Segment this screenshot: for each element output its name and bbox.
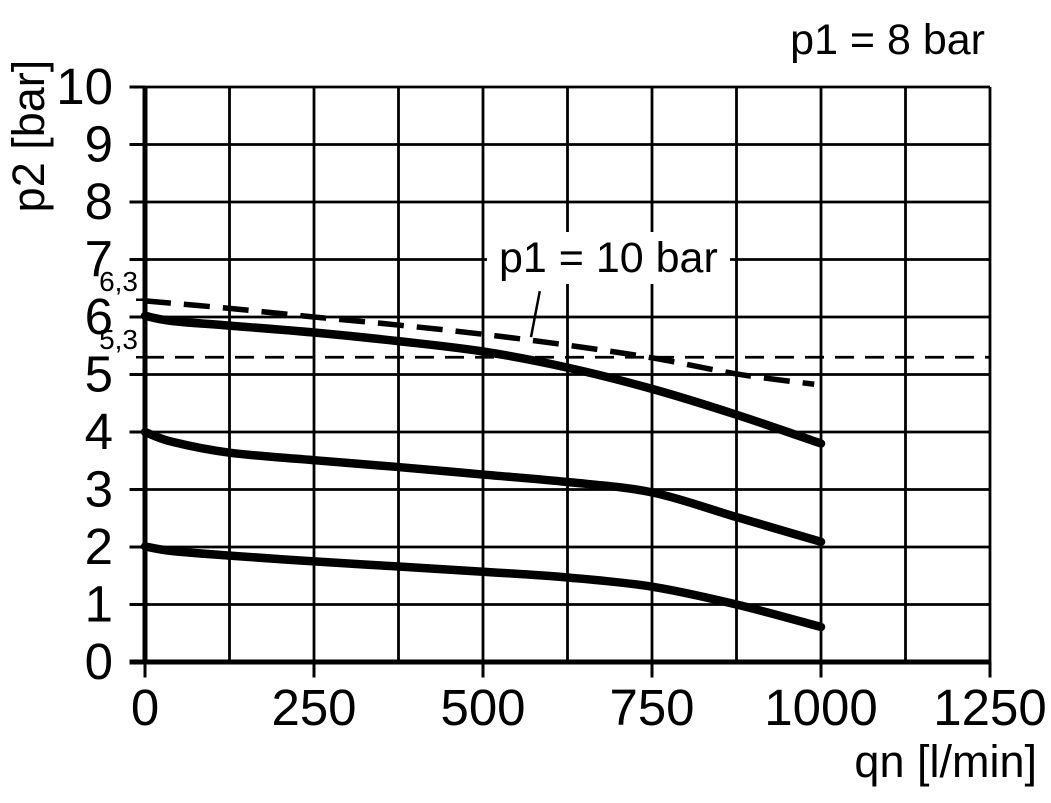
y-tick-label: 5 — [85, 346, 113, 403]
x-tick-label: 250 — [271, 679, 356, 736]
y-tick-label-6-3: 6,3 — [99, 266, 138, 297]
x-axis-title: qn [l/min] — [854, 736, 1037, 787]
annotation-p1-8bar: p1 = 8 bar — [790, 16, 985, 64]
x-tick-label: 750 — [609, 679, 694, 736]
y-tick-label: 4 — [85, 403, 113, 460]
y-tick-label-5-3: 5,3 — [99, 324, 138, 355]
y-tick-label: 3 — [85, 461, 113, 518]
x-tick-label: 1250 — [933, 679, 1046, 736]
y-tick-label: 6 — [85, 288, 113, 345]
y-tick-label: 0 — [85, 633, 113, 690]
x-tick-label: 500 — [440, 679, 525, 736]
y-tick-label: 2 — [85, 518, 113, 575]
annotation-leader-line — [529, 290, 542, 338]
series-curve — [140, 542, 826, 632]
series-curve — [144, 298, 815, 388]
y-tick-label: 7 — [85, 231, 113, 288]
annotation-p1-10bar: p1 = 10 bar — [487, 232, 730, 284]
series-curve — [140, 427, 826, 547]
y-tick-label: 8 — [85, 173, 113, 230]
y-tick-label: 10 — [56, 58, 113, 115]
y-axis-title: p2 [bar] — [3, 59, 54, 213]
y-tick-label: 9 — [85, 116, 113, 173]
x-tick-label: 0 — [131, 679, 159, 736]
y-tick-label: 1 — [85, 576, 113, 633]
series-curve — [140, 311, 826, 448]
x-tick-label: 1000 — [764, 679, 877, 736]
